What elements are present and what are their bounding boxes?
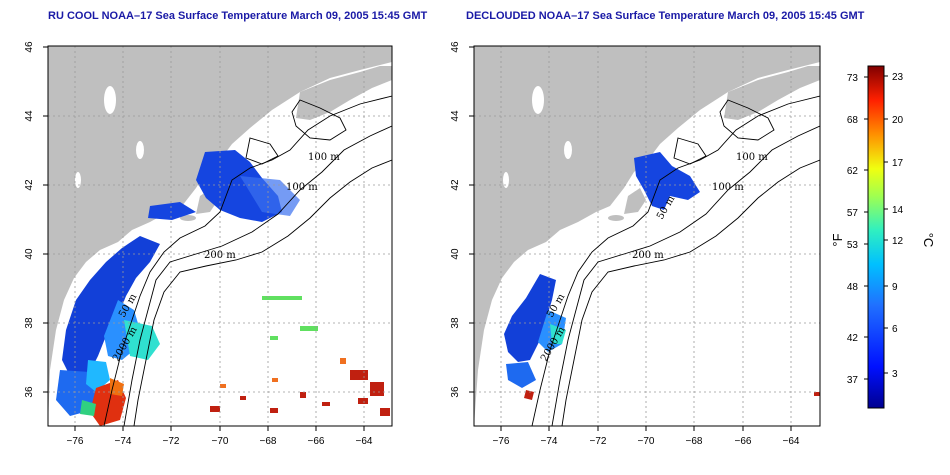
left-map-title: RU COOL NOAA–17 Sea Surface Temperature … <box>48 10 428 22</box>
land-mass <box>48 46 392 426</box>
isobaths-right <box>531 95 820 426</box>
fahrenheit-tick-label: 53 <box>847 240 859 251</box>
x-tick-label: −76 <box>67 436 84 447</box>
y-tick-label: 44 <box>24 110 35 122</box>
y-tick-label: 40 <box>24 248 35 260</box>
celsius-tick-label: 9 <box>892 282 898 293</box>
celsius-unit-label: °C <box>921 233 936 248</box>
fahrenheit-tick-label: 57 <box>847 208 859 219</box>
x-tick-label: −76 <box>493 436 510 447</box>
colorbar-gradient <box>867 65 885 409</box>
fahrenheit-tick-label: 62 <box>847 166 859 177</box>
x-tick-label: −64 <box>783 436 800 447</box>
fahrenheit-tick-label: 37 <box>847 375 859 386</box>
fahrenheit-unit-label: °F <box>830 233 845 246</box>
celsius-tick-label: 20 <box>892 115 904 126</box>
y-tick-label: 38 <box>450 317 461 329</box>
sst-data-right <box>504 152 820 400</box>
x-tick-label: −64 <box>356 436 373 447</box>
x-tick-label: −66 <box>735 436 752 447</box>
y-tick-label: 38 <box>24 317 35 329</box>
left-map: 100 m 100 m 200 m 50 m 2000 m −76 −74 −7… <box>24 41 393 447</box>
celsius-tick-label: 3 <box>892 369 898 380</box>
fahrenheit-tick-label: 48 <box>847 282 859 293</box>
x-tick-label: −68 <box>686 436 703 447</box>
x-tick-label: −72 <box>163 436 180 447</box>
fahrenheit-tick-label: 42 <box>847 333 859 344</box>
isobath-label: 100 m <box>712 182 744 193</box>
isobath-label: 200 m <box>204 250 236 261</box>
x-tick-label: −72 <box>590 436 607 447</box>
x-tick-label: −70 <box>212 436 229 447</box>
isobath-label: 100 m <box>308 152 340 163</box>
y-tick-label: 42 <box>450 179 461 191</box>
isobath-label: 200 m <box>632 250 664 261</box>
celsius-tick-label: 14 <box>892 205 904 216</box>
y-tick-label: 36 <box>24 386 35 398</box>
x-tick-label: −68 <box>260 436 277 447</box>
fahrenheit-tick-label: 68 <box>847 115 859 126</box>
grid-lines-left <box>48 46 392 426</box>
isobath-label: 100 m <box>736 152 768 163</box>
isobaths-left <box>103 95 392 426</box>
y-tick-label: 46 <box>450 41 461 53</box>
x-tick-label: −74 <box>541 436 558 447</box>
x-tick-label: −74 <box>115 436 132 447</box>
y-tick-label: 42 <box>24 179 35 191</box>
right-map-title: DECLOUDED NOAA–17 Sea Surface Temperatur… <box>466 10 865 22</box>
isobath-label: 100 m <box>286 182 318 193</box>
fahrenheit-tick-label: 73 <box>847 73 859 84</box>
x-tick-label: −66 <box>308 436 325 447</box>
y-tick-label: 46 <box>24 41 35 53</box>
y-tick-label: 36 <box>450 386 461 398</box>
x-tick-label: −70 <box>638 436 655 447</box>
celsius-tick-label: 6 <box>892 324 898 335</box>
celsius-tick-label: 23 <box>892 72 904 83</box>
grid-lines-right <box>474 46 820 426</box>
land-mass <box>474 46 820 426</box>
y-tick-label: 44 <box>450 110 461 122</box>
sst-data-left <box>56 150 390 426</box>
celsius-tick-label: 12 <box>892 236 904 247</box>
colorbar: 73 68 62 57 53 48 42 37 23 20 17 14 12 9… <box>830 65 936 409</box>
right-map: 100 m 100 m 50 m 200 m 50 m 2000 m −76 −… <box>450 41 821 447</box>
y-tick-label: 40 <box>450 248 461 260</box>
celsius-tick-label: 17 <box>892 158 904 169</box>
